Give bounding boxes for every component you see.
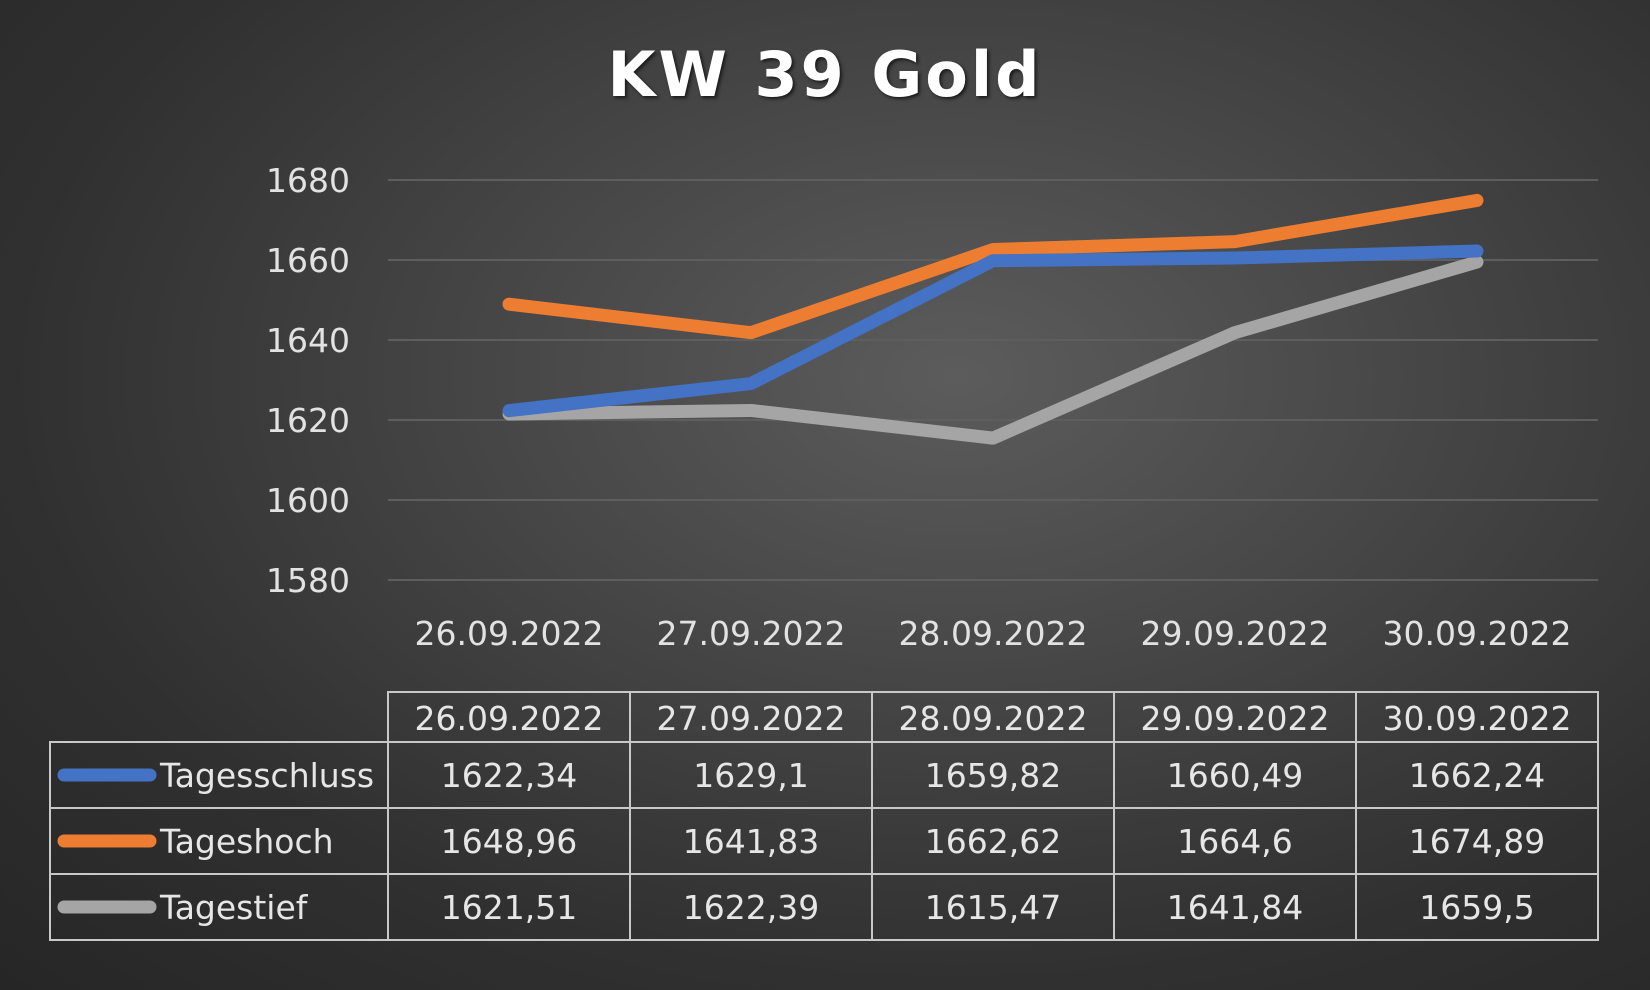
x-tick-label: 30.09.2022 [1383, 614, 1572, 653]
table-value-cell: 1648,96 [441, 822, 577, 861]
series-lines [502, 193, 1484, 445]
table-value-cell: 1664,6 [1177, 822, 1292, 861]
table-header-cell: 29.09.2022 [1141, 699, 1330, 738]
table-header-cell: 30.09.2022 [1383, 699, 1572, 738]
legend-label: Tagestief [159, 888, 309, 927]
table-header-cell: 26.09.2022 [415, 699, 604, 738]
table-value-cell: 1662,62 [925, 822, 1061, 861]
gridlines [388, 179, 1598, 581]
x-tick-label: 27.09.2022 [657, 614, 846, 653]
table-header-cell: 27.09.2022 [657, 699, 846, 738]
y-tick-label: 1620 [266, 401, 350, 440]
table-value-cell: 1641,84 [1167, 888, 1303, 927]
x-tick-label: 29.09.2022 [1141, 614, 1330, 653]
table-value-cell: 1622,39 [683, 888, 819, 927]
y-tick-label: 1660 [266, 241, 350, 280]
table-value-cell: 1641,83 [683, 822, 819, 861]
y-tick-label: 1600 [266, 481, 350, 520]
x-tick-label: 26.09.2022 [415, 614, 604, 653]
y-tick-label: 1680 [266, 161, 350, 200]
table-value-cell: 1621,51 [441, 888, 577, 927]
table-value-cell: 1629,1 [693, 756, 808, 795]
table-value-cell: 1615,47 [925, 888, 1061, 927]
table-value-cell: 1659,82 [925, 756, 1061, 795]
series-line-tageshoch [502, 193, 1484, 340]
table-value-cell: 1674,89 [1409, 822, 1545, 861]
series-line-tagesschluss [502, 244, 1484, 418]
series-line-tagestief [502, 255, 1484, 445]
y-tick-label: 1640 [266, 321, 350, 360]
table-header-cell: 28.09.2022 [899, 699, 1088, 738]
table-value-cell: 1662,24 [1409, 756, 1545, 795]
data-table: 26.09.2022 27.09.2022 28.09.2022 29.09.2022… [49, 691, 1599, 941]
y-axis-tick-labels: 1680 1660 1640 1620 1600 1580 [266, 161, 350, 600]
x-tick-label: 28.09.2022 [899, 614, 1088, 653]
legend-label: Tagesschluss [159, 756, 374, 795]
chart-title: KW 39 Gold [607, 38, 1043, 111]
table-value-cell: 1659,5 [1419, 888, 1534, 927]
legend-label: Tageshoch [159, 822, 334, 861]
table-value-cell: 1622,34 [441, 756, 577, 795]
table-value-cell: 1660,49 [1167, 756, 1303, 795]
y-tick-label: 1580 [266, 561, 350, 600]
x-axis-tick-labels: 26.09.2022 27.09.2022 28.09.2022 29.09.2022… [415, 614, 1572, 653]
